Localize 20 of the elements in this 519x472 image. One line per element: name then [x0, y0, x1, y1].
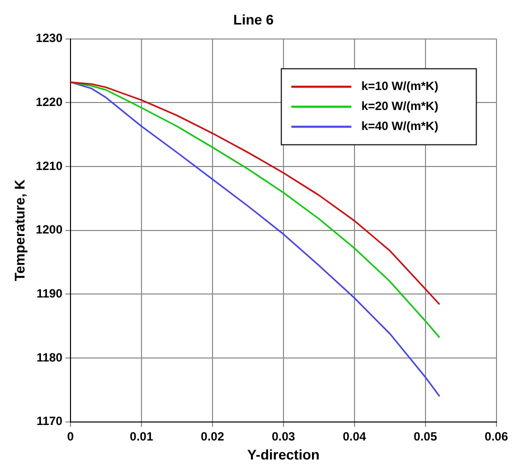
y-axis-title: Temperature, K [11, 179, 28, 282]
y-tick-label: 1210 [36, 158, 63, 173]
chart-title: Line 6 [233, 11, 274, 28]
x-tick-label: 0 [67, 429, 74, 444]
y-tick-label: 1180 [36, 350, 63, 364]
x-tick-label: 0.01 [130, 429, 154, 444]
x-tick-label: 0.05 [414, 429, 438, 444]
x-tick-label: 0.04 [342, 429, 366, 444]
y-tick-label: 1170 [36, 414, 63, 428]
y-tick-label: 1220 [36, 94, 63, 109]
legend-label: k=10 W/(m*K) [361, 79, 438, 94]
y-tick-label: 1190 [36, 286, 63, 300]
y-tick-label: 1200 [36, 222, 63, 237]
x-axis-title: Y-direction [247, 446, 320, 462]
x-tick-label: 0.06 [484, 429, 508, 444]
x-tick-label: 0.03 [272, 429, 296, 444]
legend-label: k=20 W/(m*K) [361, 99, 438, 114]
y-tick-label: 1230 [36, 31, 63, 46]
legend-label: k=40 W/(m*K) [361, 119, 438, 134]
x-tick-label: 0.02 [200, 429, 224, 444]
